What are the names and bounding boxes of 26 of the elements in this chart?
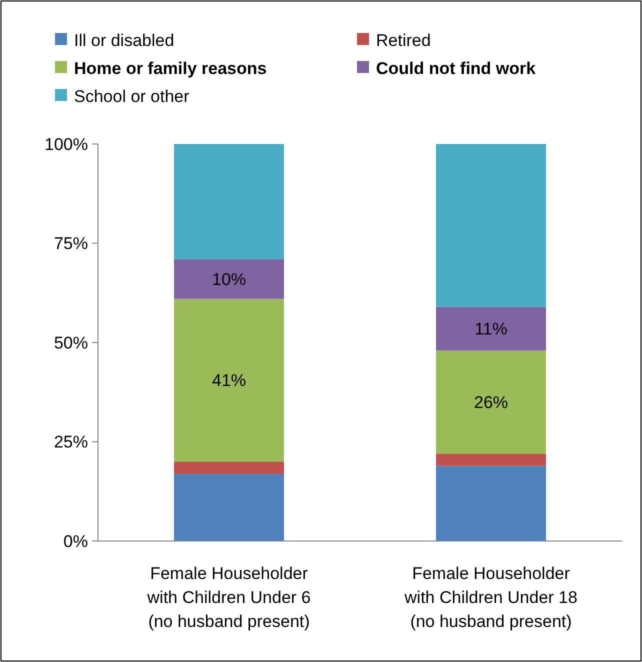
data-label: 41% (212, 371, 246, 390)
data-label: 11% (474, 320, 508, 339)
y-tick-label: 75% (54, 234, 88, 254)
bar (174, 462, 284, 474)
bar (436, 350, 546, 454)
bar (436, 454, 546, 466)
legend-label: Retired (376, 30, 431, 50)
legend-label: Could not find work (376, 58, 536, 78)
x-tick-label: Female Householder with Children Under 18 (no husband present) (404, 564, 578, 631)
legend-label: Ill or disabled (74, 30, 174, 50)
y-tick-label: 50% (54, 333, 88, 352)
bar (174, 259, 284, 299)
x-tick-label: Female Householder with Children Under 6 (no husband present) (146, 564, 311, 631)
bar (174, 298, 284, 462)
y-tick-label: 25% (54, 432, 88, 452)
bar (174, 474, 284, 541)
bar (436, 144, 546, 307)
y-tick-label: 100% (44, 134, 88, 154)
data-label: 26% (474, 393, 508, 412)
y-tick-label: 0% (63, 532, 88, 551)
legend-label: Home or family reasons (74, 58, 267, 78)
bar (436, 466, 546, 541)
legend-label: School or other (74, 86, 190, 106)
bar (436, 306, 546, 350)
bar (174, 144, 284, 260)
data-label: 10% (212, 270, 246, 289)
